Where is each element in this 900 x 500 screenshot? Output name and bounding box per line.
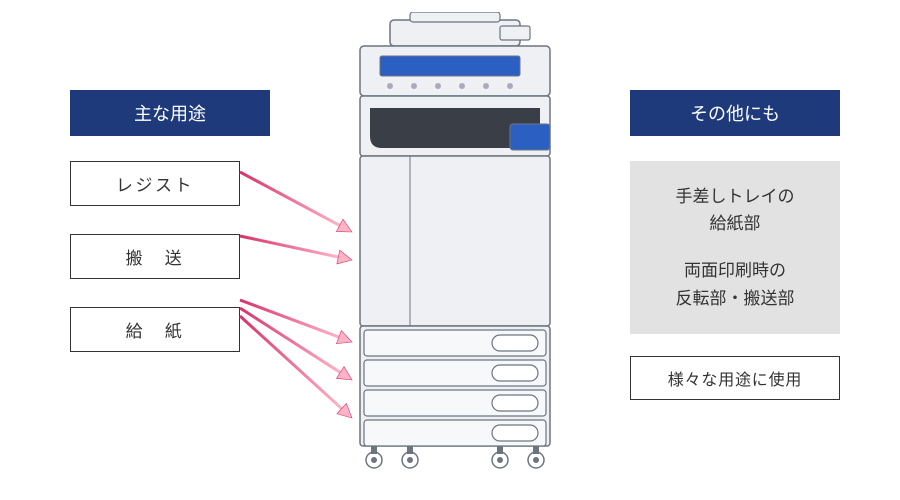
use-item-transport: 搬 送 xyxy=(70,234,240,279)
info-line-2: 両面印刷時の反転部・搬送部 xyxy=(640,257,830,311)
various-uses-footer: 様々な用途に使用 xyxy=(630,356,840,400)
info-line-1: 手差しトレイの給紙部 xyxy=(640,183,830,237)
other-uses-info: 手差しトレイの給紙部 両面印刷時の反転部・搬送部 xyxy=(630,161,840,334)
left-panel: 主な用途 レジスト 搬 送 給 紙 xyxy=(70,90,270,380)
other-uses-header: その他にも xyxy=(630,90,840,136)
printer-illustration xyxy=(340,12,570,482)
use-item-feed: 給 紙 xyxy=(70,307,240,352)
use-item-register: レジスト xyxy=(70,161,240,206)
right-panel: その他にも 手差しトレイの給紙部 両面印刷時の反転部・搬送部 様々な用途に使用 xyxy=(630,90,840,400)
main-uses-header: 主な用途 xyxy=(70,90,270,136)
